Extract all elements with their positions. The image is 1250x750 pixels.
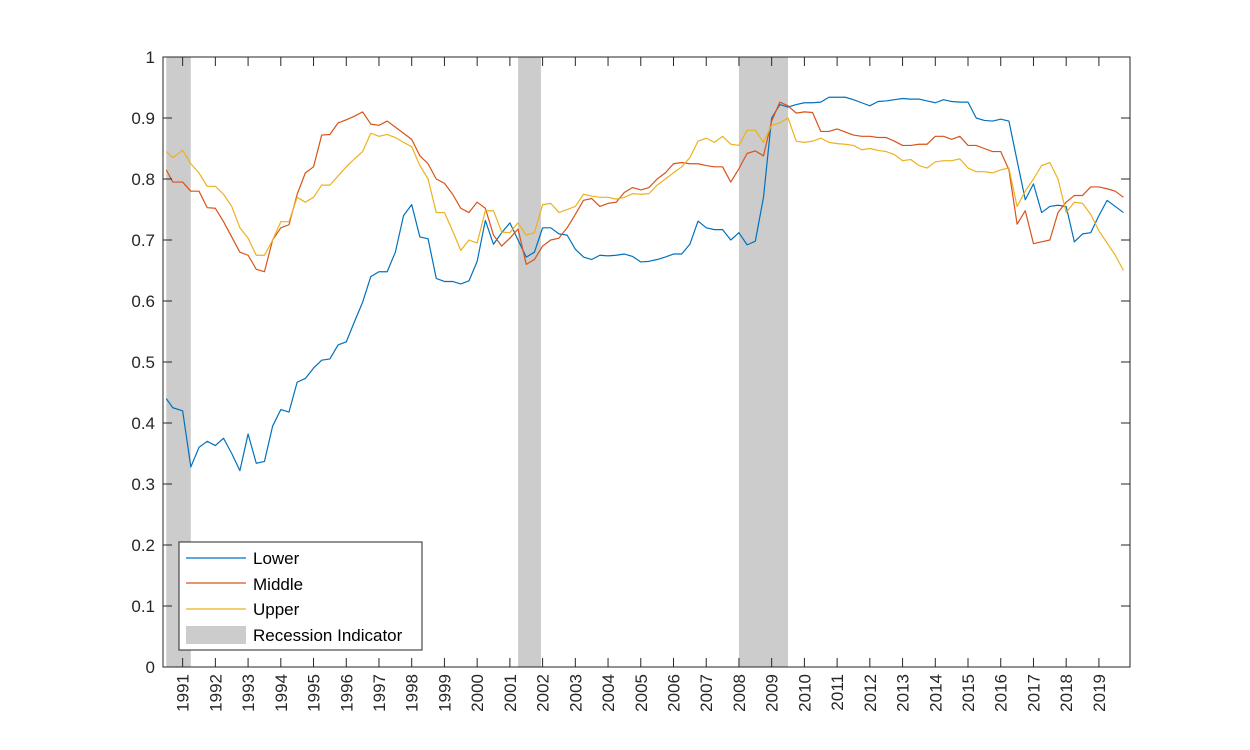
y-tick-label: 0.6: [131, 292, 155, 311]
x-tick-label: 1997: [370, 674, 389, 712]
y-axis: 0 0.1 0.2 0.3 0.4 0.5 0.6 0.7 0.8 0.9 1: [131, 48, 1130, 677]
legend-label-lower: Lower: [253, 549, 300, 568]
legend-label-upper: Upper: [253, 600, 300, 619]
x-tick-label: 2002: [534, 674, 553, 712]
x-tick-label: 2010: [795, 674, 814, 712]
y-tick-label: 0: [146, 658, 155, 677]
series-line-middle: [165, 101, 1124, 273]
x-tick-label: 2014: [926, 674, 945, 712]
recession-shading: [166, 57, 789, 667]
x-tick-label: 2006: [664, 674, 683, 712]
legend: Lower Middle Upper Recession Indicator: [178, 541, 423, 651]
legend-label-recession: Recession Indicator: [253, 626, 403, 645]
x-tick-label: 2019: [1090, 674, 1109, 712]
y-tick-label: 0.3: [131, 475, 155, 494]
x-tick-label: 2003: [566, 674, 585, 712]
x-tick-label: 2012: [861, 674, 880, 712]
series-line-upper: [165, 117, 1124, 271]
legend-label-middle: Middle: [253, 575, 303, 594]
x-tick-label: 2009: [763, 674, 782, 712]
x-tick-label: 2013: [894, 674, 913, 712]
x-tick-label: 1992: [206, 674, 225, 712]
x-tick-label: 1994: [272, 674, 291, 712]
x-tick-label: 2000: [468, 674, 487, 712]
x-tick-label: 1998: [403, 674, 422, 712]
y-tick-label: 0.4: [131, 414, 155, 433]
x-tick-label: 2004: [599, 674, 618, 712]
x-tick-label: 2008: [730, 674, 749, 712]
recession-band-2: [518, 57, 541, 667]
series-line-lower: [165, 96, 1124, 472]
y-tick-label: 1: [146, 48, 155, 67]
x-tick-label: 1993: [239, 674, 258, 712]
series-lines: [165, 96, 1124, 472]
x-tick-label: 2016: [992, 674, 1011, 712]
legend-swatch-recession: [186, 626, 246, 644]
x-tick-label: 1991: [174, 674, 193, 712]
y-tick-label: 0.7: [131, 231, 155, 250]
x-tick-label: 1999: [435, 674, 454, 712]
x-tick-label: 2017: [1024, 674, 1043, 712]
x-tick-label: 1996: [337, 674, 356, 712]
x-tick-label: 1995: [305, 674, 324, 712]
x-tick-label: 2015: [959, 674, 978, 712]
recession-band-3: [738, 57, 789, 667]
x-axis: 1991 1992 1993 1994 1995 1996 1997 1998 1999 2000…: [174, 57, 1109, 712]
x-tick-label: 2011: [828, 674, 847, 711]
x-tick-label: 2018: [1057, 674, 1076, 712]
y-tick-label: 0.9: [131, 109, 155, 128]
x-tick-label: 2005: [632, 674, 651, 712]
y-tick-label: 0.5: [131, 353, 155, 372]
y-tick-label: 0.2: [131, 536, 155, 555]
y-tick-label: 0.1: [131, 597, 155, 616]
y-tick-label: 0.8: [131, 170, 155, 189]
x-tick-label: 2007: [697, 674, 716, 712]
x-tick-label: 2001: [501, 674, 520, 712]
